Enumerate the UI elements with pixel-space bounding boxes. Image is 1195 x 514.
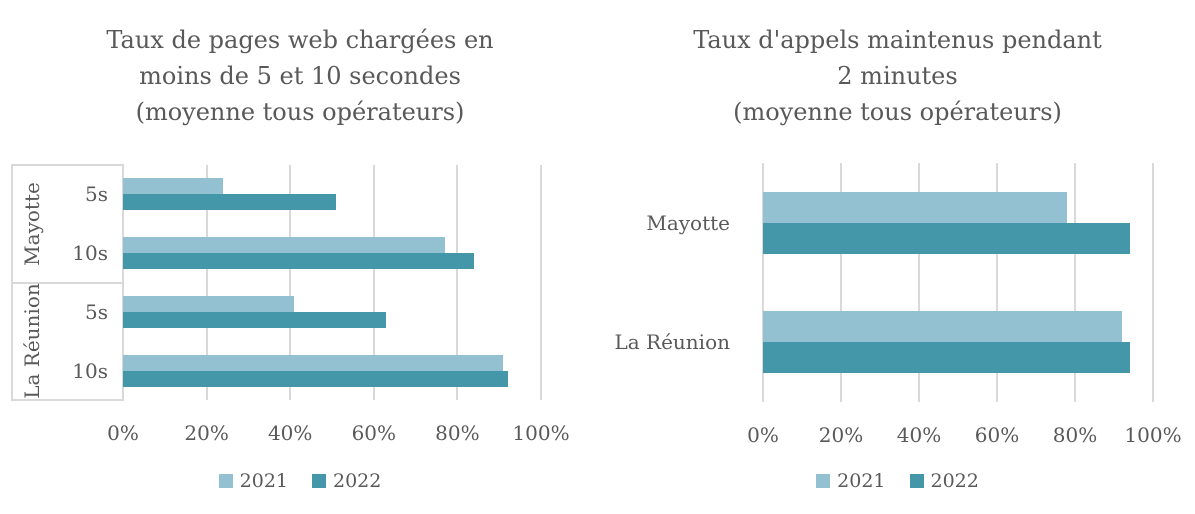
x-tick-label: 60% — [351, 421, 397, 445]
bar-2022 — [123, 370, 508, 387]
category-label: 5s — [85, 299, 108, 324]
chart-pages-web: Taux de pages web chargées en moins de 5… — [0, 22, 600, 492]
group-label: La Réunion — [20, 283, 44, 400]
x-tick-label: 40% — [896, 423, 942, 447]
chart-title-line: Taux d'appels maintenus pendant — [693, 26, 1102, 54]
legend-swatch-2022 — [312, 474, 326, 488]
group-separator-line — [11, 281, 124, 284]
x-tick-label: 80% — [435, 421, 480, 445]
x-tick-label: 80% — [1052, 423, 1098, 447]
bar-2021 — [123, 295, 295, 312]
chart-title: Taux d'appels maintenus pendant 2 minute… — [600, 22, 1195, 130]
gridline — [372, 165, 375, 400]
chart-appels-maintenus: Taux d'appels maintenus pendant 2 minute… — [600, 0, 1195, 514]
x-tick-label: 0% — [107, 421, 139, 445]
gridline — [1074, 163, 1076, 402]
group-separator-line — [11, 164, 124, 166]
legend: 2021 2022 — [0, 470, 600, 492]
gridline — [289, 165, 292, 400]
gridline — [205, 165, 208, 400]
legend: 2021 2022 — [600, 470, 1195, 492]
x-tick-label: 60% — [974, 423, 1020, 447]
legend-swatch-2021 — [218, 474, 233, 488]
category-label: 10s — [72, 358, 108, 383]
bar-2022 — [123, 253, 475, 270]
chart-title: Taux de pages web chargées en moins de 5… — [0, 22, 600, 130]
chart-title-line: (moyenne tous opérateurs) — [135, 98, 465, 126]
legend-label: 2021 — [837, 470, 886, 492]
x-tick-label: 100% — [512, 421, 570, 445]
bar-2022 — [763, 342, 1130, 374]
category-label: La Réunion — [614, 330, 730, 355]
bar-2021 — [123, 237, 445, 254]
gridline — [1152, 163, 1154, 402]
bar-2022 — [123, 194, 337, 211]
group-label: Mayotte — [20, 181, 44, 266]
legend-item: 2021 — [218, 470, 288, 492]
category-label: 10s — [72, 241, 108, 266]
legend-swatch-2022 — [909, 474, 924, 488]
bar-2021 — [763, 191, 1068, 223]
legend-swatch-2021 — [816, 474, 831, 488]
legend-label: 2022 — [930, 470, 979, 492]
legend-item: 2022 — [909, 470, 979, 492]
legend-label: 2021 — [239, 470, 288, 492]
bar-2021 — [763, 311, 1122, 343]
gridline — [540, 165, 542, 400]
category-label: Mayotte — [646, 210, 730, 235]
gridline — [996, 163, 998, 402]
x-tick-label: 20% — [184, 421, 229, 445]
gridline — [762, 163, 764, 402]
gridline — [840, 163, 842, 402]
gridline — [456, 165, 459, 400]
legend-item: 2021 — [816, 470, 886, 492]
x-tick-label: 0% — [747, 423, 779, 447]
group-separator-line — [11, 399, 124, 401]
x-tick-label: 100% — [1124, 423, 1182, 447]
legend-item: 2022 — [312, 470, 381, 492]
legend-label: 2022 — [333, 470, 382, 492]
category-label: 5s — [85, 182, 108, 207]
chart-title-line: 2 minutes — [837, 62, 958, 90]
chart-title-line: (moyenne tous opérateurs) — [733, 98, 1062, 126]
bar-2022 — [123, 311, 387, 328]
bar-2021 — [123, 354, 504, 371]
bar-2022 — [763, 222, 1130, 254]
chart-title-line: Taux de pages web chargées en — [106, 26, 494, 54]
gridline — [918, 163, 920, 402]
x-tick-label: 40% — [267, 421, 313, 445]
x-tick-label: 20% — [818, 423, 864, 447]
chart-title-line: moins de 5 et 10 secondes — [139, 62, 461, 90]
bar-2021 — [123, 178, 224, 195]
